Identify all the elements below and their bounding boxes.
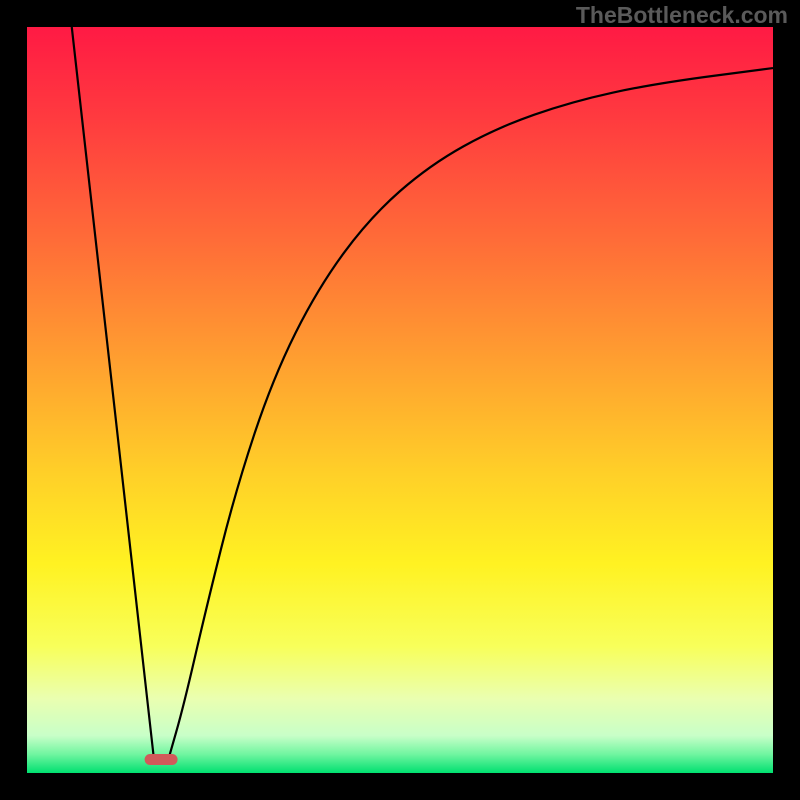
watermark-text: TheBottleneck.com: [576, 2, 788, 29]
plot-area: [27, 27, 773, 773]
bottleneck-curve: [27, 27, 773, 773]
curve-path: [72, 27, 773, 758]
minimum-marker: [145, 754, 178, 766]
